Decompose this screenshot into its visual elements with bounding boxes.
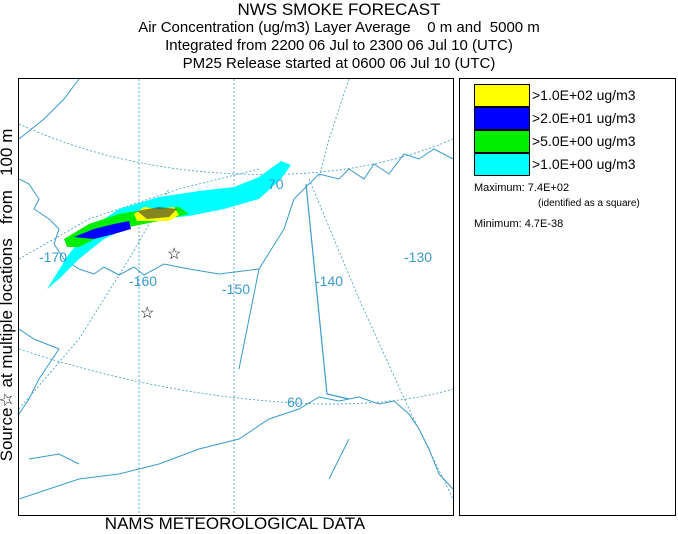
maximum-value: Maximum: 7.4E+02	[474, 182, 570, 194]
legend-label: >2.0E+01 ug/m3	[532, 110, 636, 126]
source-star-icon: ☆	[167, 246, 181, 263]
legend-label: >1.0E+02 ug/m3	[532, 87, 636, 103]
legend-swatch-blue	[474, 107, 530, 130]
plume-blue-region	[74, 221, 131, 239]
lat-label-60: 60	[287, 394, 303, 410]
footer-data-source: NAMS METEOROLOGICAL DATA	[104, 514, 366, 533]
lon-label-150: -150	[222, 281, 250, 297]
minimum-value: Minimum: 4.7E-38	[474, 218, 564, 230]
smoke-plume	[47, 161, 291, 289]
map-panel[interactable]: -170 -160 -150 -140 -130 70 60 ☆ ☆	[18, 78, 454, 516]
source-star-icon: ☆	[140, 305, 154, 322]
legend-swatch-green	[474, 130, 530, 153]
lon-label-170: -170	[39, 249, 67, 265]
lat-label-70: 70	[268, 176, 284, 192]
lon-label-130: -130	[404, 249, 432, 265]
page-title: NWS SMOKE FORECAST	[237, 0, 441, 19]
border-line	[305, 183, 350, 400]
source-side-label: Source☆ at multiple locations from 100 m	[0, 129, 16, 462]
plume-cyan-region	[47, 161, 291, 289]
maximum-note: (identified as a square)	[538, 198, 640, 209]
subtitle-integration: Integrated from 2200 06 Jul to 2300 06 J…	[165, 37, 513, 54]
legend-label: >1.0E+00 ug/m3	[532, 156, 636, 172]
legend-swatch-cyan	[474, 153, 530, 176]
subtitle-concentration: Air Concentration (ug/m3) Layer Average …	[138, 19, 540, 36]
lon-label-140: -140	[315, 273, 343, 289]
graticule	[19, 79, 453, 515]
coastline	[19, 79, 453, 500]
plume-dark-core	[137, 207, 177, 219]
lon-label-160: -160	[129, 273, 157, 289]
subtitle-release: PM25 Release started at 0600 06 Jul 10 (…	[182, 55, 496, 72]
legend-panel: >1.0E+02 ug/m3 >2.0E+01 ug/m3 >5.0E+00 u…	[459, 78, 676, 516]
map-svg: -170 -160 -150 -140 -130 70 60 ☆ ☆	[19, 79, 453, 515]
legend-label: >5.0E+00 ug/m3	[532, 133, 636, 149]
legend-swatch-yellow	[474, 84, 530, 107]
